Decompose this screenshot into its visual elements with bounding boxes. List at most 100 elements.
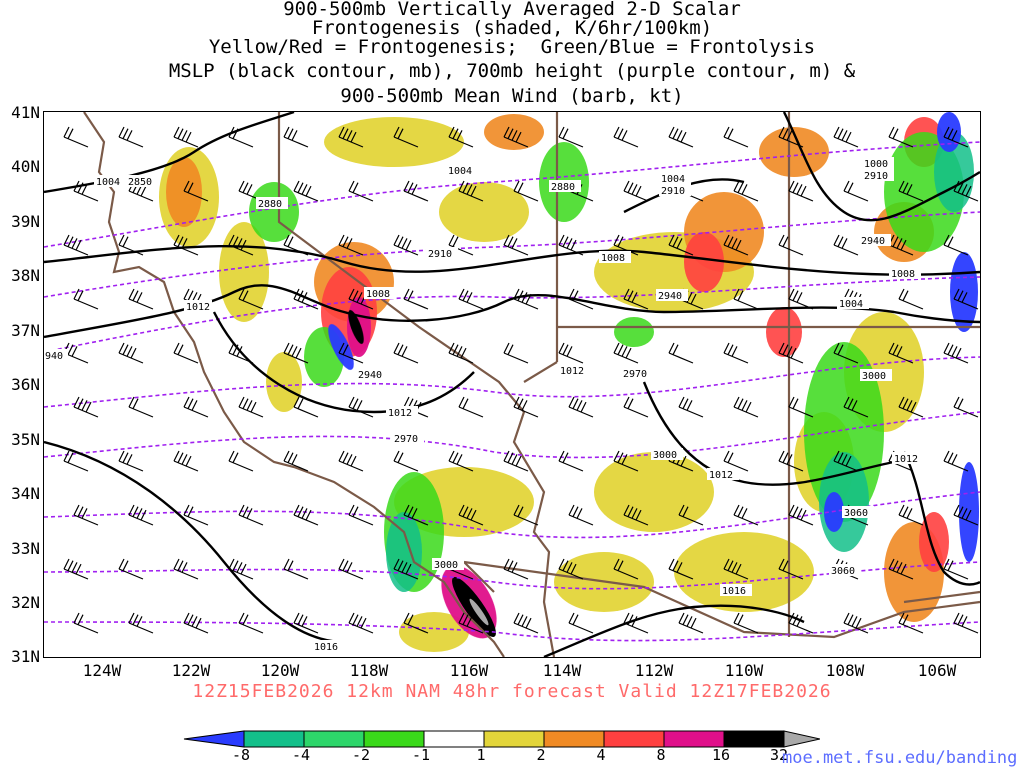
colorbar-cell xyxy=(543,730,605,748)
colorbar-cell xyxy=(303,730,365,748)
wind-barb xyxy=(733,504,759,526)
wind-barb xyxy=(668,342,694,364)
height-label: 2940 xyxy=(658,291,682,302)
wind-barb xyxy=(668,558,694,580)
wind-barb xyxy=(623,288,649,310)
height-label: 3000 xyxy=(653,450,677,461)
colorbar-label: 2 xyxy=(536,746,546,764)
wind-barb xyxy=(63,342,89,364)
wind-barb xyxy=(623,396,649,418)
lat-label-35n: 35N xyxy=(11,430,40,449)
wind-barb xyxy=(558,450,584,472)
wind-barb xyxy=(348,396,374,418)
wind-barb xyxy=(173,450,199,472)
wind-barb xyxy=(558,234,584,256)
height-label: 940 xyxy=(45,351,63,362)
wind-barb xyxy=(183,612,209,634)
wind-barb xyxy=(733,180,759,202)
colorbar-cell xyxy=(483,730,545,748)
colorbar-cell xyxy=(183,730,245,748)
map-title-line-4: MSLP (black contour, mb), 700mb height (… xyxy=(168,60,856,82)
lat-label-32n: 32N xyxy=(11,593,40,612)
mslp-label: 1012 xyxy=(709,470,733,481)
forecast-valid-line: 12Z15FEB2026 12km NAM 48hr forecast Vali… xyxy=(192,681,832,702)
wind-barb xyxy=(183,180,209,202)
wind-barb xyxy=(613,342,639,364)
contour-labels: 1004 2850 1004 2880 2880 1004 2910 1000 … xyxy=(44,157,924,653)
wind-barb xyxy=(403,288,429,310)
wind-barb xyxy=(73,180,99,202)
wind-barb xyxy=(283,342,309,364)
mslp-label: 1012 xyxy=(894,454,918,465)
height-label: 3000 xyxy=(862,371,886,382)
colorbar xyxy=(183,730,820,748)
map-title-line-3: Yellow/Red = Frontogenesis; Green/Blue =… xyxy=(208,36,816,58)
wind-barb xyxy=(173,126,199,148)
wind-barb xyxy=(293,180,319,202)
lat-label-31n: 31N xyxy=(11,647,40,666)
wind-barb xyxy=(778,558,804,580)
wind-barb xyxy=(293,288,319,310)
wind-barb xyxy=(458,180,484,202)
wind-barb xyxy=(778,234,804,256)
wind-barb xyxy=(788,504,814,526)
wind-barb xyxy=(458,504,484,526)
lat-label-36n: 36N xyxy=(11,375,40,394)
credit-url-link[interactable]: moe.met.fsu.edu/banding xyxy=(782,748,1018,768)
wind-barb xyxy=(558,342,584,364)
wind-barb xyxy=(953,504,979,526)
wind-barb xyxy=(228,558,254,580)
height-label: 2910 xyxy=(428,249,452,260)
wind-barb xyxy=(723,558,749,580)
map-title-line-2: Frontogenesis (shaded, K/6hr/100km) xyxy=(311,17,713,39)
height-contours xyxy=(44,141,980,642)
wind-barb xyxy=(338,450,364,472)
colorbar-cell xyxy=(243,730,305,748)
wind-barb xyxy=(183,396,209,418)
wind-barb xyxy=(778,126,804,148)
lat-label-33n: 33N xyxy=(11,539,40,558)
wind-barb xyxy=(613,126,639,148)
lon-label-112w: 112W xyxy=(634,661,674,680)
wind-barb xyxy=(503,342,529,364)
height-label: 2940 xyxy=(358,370,382,381)
wind-barb xyxy=(448,450,474,472)
mslp-label: 1012 xyxy=(186,302,210,313)
lat-label-41n: 41N xyxy=(11,103,40,122)
wind-barb xyxy=(623,612,649,634)
wind-barb xyxy=(228,234,254,256)
height-label: 2940 xyxy=(861,236,885,247)
height-label: 2910 xyxy=(864,171,888,182)
height-label: 2850 xyxy=(128,177,152,188)
wind-barb xyxy=(348,288,374,310)
wind-barb xyxy=(183,504,209,526)
wind-barb xyxy=(953,288,979,310)
wind-barb xyxy=(733,396,759,418)
frontogenesis-map: 1004 2850 1004 2880 2880 1004 2910 1000 … xyxy=(43,111,981,658)
wind-barbs xyxy=(63,126,979,634)
mslp-label: 1016 xyxy=(722,586,746,597)
wind-barb xyxy=(503,234,529,256)
wind-barb xyxy=(843,180,869,202)
wind-barb xyxy=(788,180,814,202)
wind-barb xyxy=(348,504,374,526)
colorbar-cell xyxy=(363,730,425,748)
mslp-label: 1004 xyxy=(839,299,863,310)
height-label: 2970 xyxy=(394,434,418,445)
wind-barb xyxy=(503,450,529,472)
wind-barb xyxy=(888,126,914,148)
colorbar-label: -8 xyxy=(231,746,251,764)
wind-barb xyxy=(63,450,89,472)
height-label: 3060 xyxy=(831,566,855,577)
wind-barb xyxy=(513,288,539,310)
wind-barb xyxy=(393,342,419,364)
height-label: 3060 xyxy=(844,508,868,519)
wind-barb xyxy=(723,342,749,364)
wind-barb xyxy=(118,126,144,148)
wind-barb xyxy=(513,396,539,418)
wind-barb xyxy=(348,180,374,202)
wind-barb xyxy=(348,612,374,634)
wind-barb xyxy=(238,612,264,634)
wind-barb xyxy=(283,234,309,256)
wind-barb xyxy=(668,234,694,256)
